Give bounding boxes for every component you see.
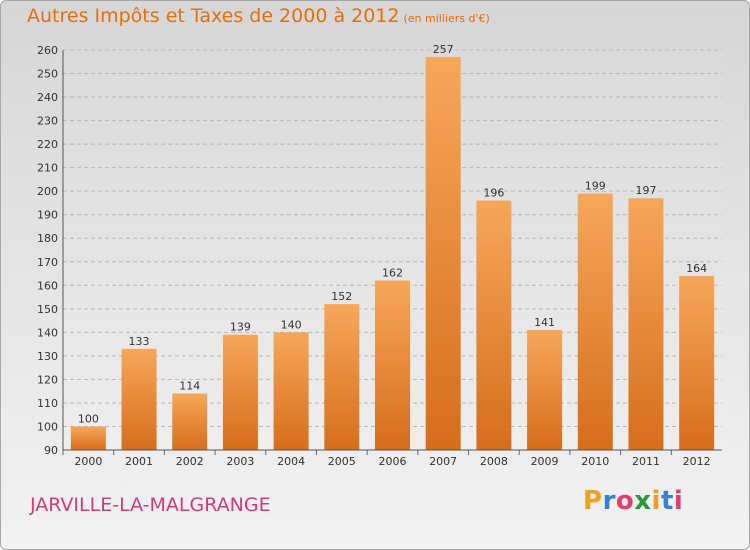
chart-subtitle: (en milliers d'€) <box>403 12 490 25</box>
logo-letter: i <box>673 486 684 516</box>
x-tick-label: 2010 <box>581 455 609 468</box>
y-tick-label: 230 <box>37 115 58 128</box>
x-tick-label: 2011 <box>632 455 660 468</box>
x-tick-label: 2008 <box>480 455 508 468</box>
value-label: 164 <box>686 262 707 275</box>
y-tick-label: 220 <box>37 138 58 151</box>
x-tick-label: 2005 <box>328 455 356 468</box>
y-tick-label: 90 <box>44 444 58 457</box>
x-tick-label: 2002 <box>176 455 204 468</box>
y-tick-label: 130 <box>37 350 58 363</box>
bar-2002 <box>172 393 208 450</box>
axes <box>62 50 722 455</box>
y-tick-label: 100 <box>37 420 58 433</box>
bar-2008 <box>476 200 512 450</box>
value-label: 152 <box>331 290 352 303</box>
logo-letter: o <box>615 486 635 516</box>
bars <box>70 57 715 450</box>
value-label: 100 <box>78 412 99 425</box>
x-axis-labels: 2000 2001 2002 2003 2004 2005 2006 2007 2008 2009… <box>74 455 710 468</box>
value-label: 141 <box>534 316 555 329</box>
x-tick-label: 2004 <box>277 455 305 468</box>
y-tick-label: 160 <box>37 279 58 292</box>
x-tick-label: 2003 <box>226 455 254 468</box>
y-tick-label: 200 <box>37 185 58 198</box>
x-tick-label: 2012 <box>683 455 711 468</box>
x-tick-label: 2006 <box>379 455 407 468</box>
y-tick-label: 260 <box>37 44 58 57</box>
y-tick-label: 120 <box>37 373 58 386</box>
logo-letter: P <box>583 486 603 516</box>
value-label: 196 <box>483 187 504 200</box>
x-tick-label: 2000 <box>74 455 102 468</box>
y-tick-label: 170 <box>37 256 58 269</box>
y-tick-label: 150 <box>37 303 58 316</box>
y-tick-label: 210 <box>37 162 58 175</box>
y-tick-label: 140 <box>37 326 58 339</box>
x-tick-label: 2007 <box>429 455 457 468</box>
value-label: 162 <box>382 267 403 280</box>
bar-2003 <box>222 334 258 450</box>
bar-2001 <box>121 348 157 450</box>
bar-2005 <box>324 304 360 450</box>
bar-2010 <box>577 193 613 450</box>
chart-title-text: Autres Impôts et Taxes de 2000 à 2012 <box>27 5 400 27</box>
y-tick-label: 250 <box>37 68 58 81</box>
bar-2000 <box>70 426 106 450</box>
value-label: 197 <box>635 184 656 197</box>
value-label: 199 <box>585 180 606 193</box>
value-labels: 100 133 114 139 140 152 162 257 196 141 199 197 164 <box>78 43 707 425</box>
value-label: 257 <box>433 43 454 56</box>
bar-2004 <box>273 332 309 450</box>
bar-2007 <box>425 57 461 450</box>
logo-letter: i <box>651 486 661 516</box>
town-name: JARVILLE-LA-MALGRANGE <box>30 494 271 516</box>
bar-2006 <box>375 280 410 450</box>
bar-2009 <box>527 330 563 450</box>
x-tick-label: 2001 <box>125 455 153 468</box>
bar-2011 <box>628 198 664 450</box>
logo-letter: t <box>660 486 674 516</box>
proxiti-logo: Proxiti <box>583 486 683 516</box>
logo-letter: r <box>602 486 616 516</box>
value-label: 139 <box>230 321 251 334</box>
y-tick-label: 180 <box>37 232 58 245</box>
x-tick-label: 2009 <box>531 455 559 468</box>
value-label: 133 <box>129 335 150 348</box>
y-tick-label: 110 <box>37 397 58 410</box>
value-label: 140 <box>281 318 302 331</box>
bar-2012 <box>679 275 715 450</box>
value-label: 114 <box>179 380 200 393</box>
y-tick-label: 240 <box>37 91 58 104</box>
y-tick-label: 190 <box>37 209 58 222</box>
y-axis-labels: 90 100 110 120 130 140 150 160 170 180 190 200 210 22… <box>37 44 58 457</box>
logo-letter: x <box>634 486 652 516</box>
chart-title: Autres Impôts et Taxes de 2000 à 2012 (en… <box>27 5 490 27</box>
